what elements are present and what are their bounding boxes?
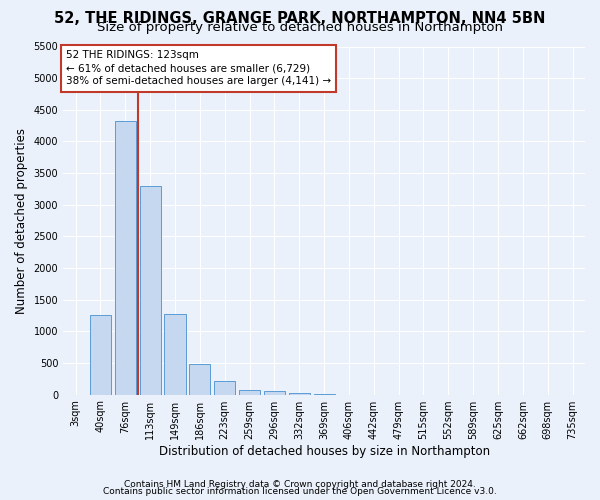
Bar — [289, 392, 310, 394]
Bar — [189, 364, 211, 394]
Bar — [115, 120, 136, 394]
Text: Contains public sector information licensed under the Open Government Licence v3: Contains public sector information licen… — [103, 487, 497, 496]
Text: 52 THE RIDINGS: 123sqm
← 61% of detached houses are smaller (6,729)
38% of semi-: 52 THE RIDINGS: 123sqm ← 61% of detached… — [66, 50, 331, 86]
X-axis label: Distribution of detached houses by size in Northampton: Distribution of detached houses by size … — [158, 444, 490, 458]
Y-axis label: Number of detached properties: Number of detached properties — [15, 128, 28, 314]
Text: 52, THE RIDINGS, GRANGE PARK, NORTHAMPTON, NN4 5BN: 52, THE RIDINGS, GRANGE PARK, NORTHAMPTO… — [55, 11, 545, 26]
Bar — [140, 186, 161, 394]
Bar — [90, 315, 111, 394]
Bar — [214, 381, 235, 394]
Bar — [164, 314, 185, 394]
Text: Contains HM Land Registry data © Crown copyright and database right 2024.: Contains HM Land Registry data © Crown c… — [124, 480, 476, 489]
Bar — [264, 392, 285, 394]
Text: Size of property relative to detached houses in Northampton: Size of property relative to detached ho… — [97, 22, 503, 35]
Bar — [239, 390, 260, 394]
